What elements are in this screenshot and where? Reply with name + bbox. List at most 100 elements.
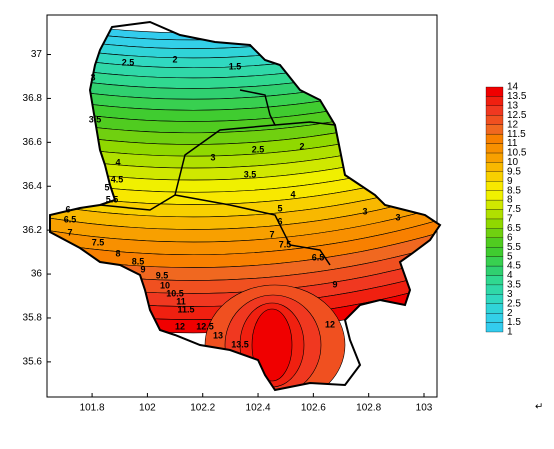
- colorbar-label: 9: [507, 176, 513, 187]
- district-border: [274, 121, 336, 126]
- colorbar-label: 7.5: [507, 204, 521, 215]
- colorbar-box: [485, 124, 504, 135]
- contour-band: [251, 308, 293, 382]
- contour-label: 3.5: [89, 114, 102, 124]
- contour-label: 2.5: [252, 144, 265, 154]
- colorbar-label: 13.5: [507, 91, 527, 102]
- contour-label: 9: [140, 264, 145, 274]
- y-tick-label: 36: [31, 269, 43, 280]
- colorbar-label: 13: [507, 100, 519, 111]
- x-tick-label: 102.4: [246, 403, 271, 414]
- y-tick-label: 36.2: [23, 225, 43, 236]
- colorbar-label: 12: [507, 119, 519, 130]
- colorbar-box: [485, 152, 504, 163]
- contour-label: 7.5: [92, 237, 105, 247]
- colorbar-box: [485, 218, 504, 229]
- colorbar-box: [485, 284, 504, 295]
- colorbar-label: 4: [507, 270, 513, 281]
- colorbar-box: [485, 322, 504, 333]
- colorbar-box: [485, 303, 504, 314]
- contour-label: 7: [269, 229, 274, 239]
- colorbar-label: 9.5: [507, 166, 521, 177]
- colorbar-box: [485, 294, 504, 304]
- contour-label: 5: [104, 182, 109, 192]
- contour-label: 3: [210, 152, 215, 162]
- colorbar-label: 5.5: [507, 242, 521, 253]
- colorbar-box: [485, 209, 504, 220]
- contour-label: 3: [395, 212, 400, 222]
- colorbar-box: [485, 162, 504, 172]
- contour-label: 2: [299, 141, 304, 151]
- contour-label: 6.5: [64, 214, 77, 224]
- colorbar-label: 14: [507, 82, 519, 93]
- colorbar-label: 12.5: [507, 110, 527, 121]
- contour-label: 2.5: [122, 57, 135, 67]
- contour-label: 5: [277, 203, 282, 213]
- contour-label: 12: [325, 319, 335, 329]
- colorbar-label: 3: [507, 289, 513, 300]
- y-tick-label: 35.8: [23, 313, 43, 324]
- colorbar-box: [485, 181, 504, 191]
- colorbar-box: [485, 199, 504, 210]
- colorbar-box: [485, 133, 504, 144]
- contour-label: 4: [290, 189, 295, 199]
- region-outline: [49, 20, 442, 392]
- contour-label: 13.5: [231, 339, 249, 349]
- y-tick-label: 35.6: [23, 357, 43, 368]
- colorbar-box: [485, 105, 504, 116]
- colorbar-box: [485, 96, 504, 106]
- y-tick-label: 36.4: [23, 181, 43, 192]
- contour-label: 2: [172, 54, 177, 64]
- contour-label: 8.5: [132, 256, 145, 266]
- y-tick-label: 36.6: [23, 137, 43, 148]
- contour-label: 10.5: [166, 288, 184, 298]
- colorbar-label: 11.5: [507, 129, 526, 140]
- colorbar-label: 8: [507, 195, 513, 206]
- colorbar-label: 10.5: [507, 148, 527, 159]
- colorbar-label: 6: [507, 232, 513, 243]
- contour-label: 6: [277, 216, 282, 226]
- contour-label: 3.5: [244, 169, 257, 179]
- y-tick-label: 36.8: [23, 93, 43, 104]
- x-tick-label: 102.8: [356, 403, 381, 414]
- contour-label: 4.5: [111, 174, 124, 184]
- y-tick-label: 37: [31, 49, 43, 60]
- colorbar-label: 10: [507, 157, 519, 168]
- contour-label: 13: [213, 330, 223, 340]
- colorbar-box: [485, 171, 504, 182]
- colorbar-box: [485, 86, 504, 97]
- colorbar-label: 2: [507, 308, 513, 319]
- colorbar-label: 3.5: [507, 280, 521, 291]
- colorbar-label: 5: [507, 251, 513, 262]
- contour-label: 11: [176, 296, 186, 306]
- contour-label: 12.5: [196, 321, 214, 331]
- colorbar-label: 2.5: [507, 298, 521, 309]
- colorbar-box: [485, 115, 504, 125]
- colorbar-box: [485, 237, 504, 248]
- colorbar-label: 1: [507, 327, 513, 338]
- colorbar-box: [485, 247, 504, 257]
- colorbar-label: 4.5: [507, 261, 521, 272]
- district-border: [99, 89, 277, 211]
- contour-label: 8: [115, 248, 120, 258]
- colorbar-label: 1.5: [507, 317, 521, 328]
- colorbar-label: 7: [507, 214, 513, 225]
- colorbar-box: [485, 228, 504, 238]
- colorbar-box: [485, 313, 504, 323]
- x-tick-label: 103: [416, 403, 433, 414]
- colorbar-box: [485, 265, 504, 276]
- contour-label: 9.5: [156, 270, 169, 280]
- contour-label: 10: [160, 280, 170, 290]
- contour-label: 3: [90, 72, 95, 82]
- contour-label: 5.5: [106, 194, 119, 204]
- contour-label: 6: [65, 204, 70, 214]
- colorbar-label: 11: [507, 138, 518, 149]
- colorbar-box: [485, 256, 504, 267]
- contour-label: 9: [332, 279, 337, 289]
- colorbar-box: [485, 275, 504, 286]
- contour-label: 7.5: [279, 239, 292, 249]
- contour-label: 6.5: [312, 252, 325, 262]
- x-tick-label: 102: [139, 403, 156, 414]
- contour-label: 4: [115, 157, 120, 167]
- contour-label: 1.5: [229, 61, 242, 71]
